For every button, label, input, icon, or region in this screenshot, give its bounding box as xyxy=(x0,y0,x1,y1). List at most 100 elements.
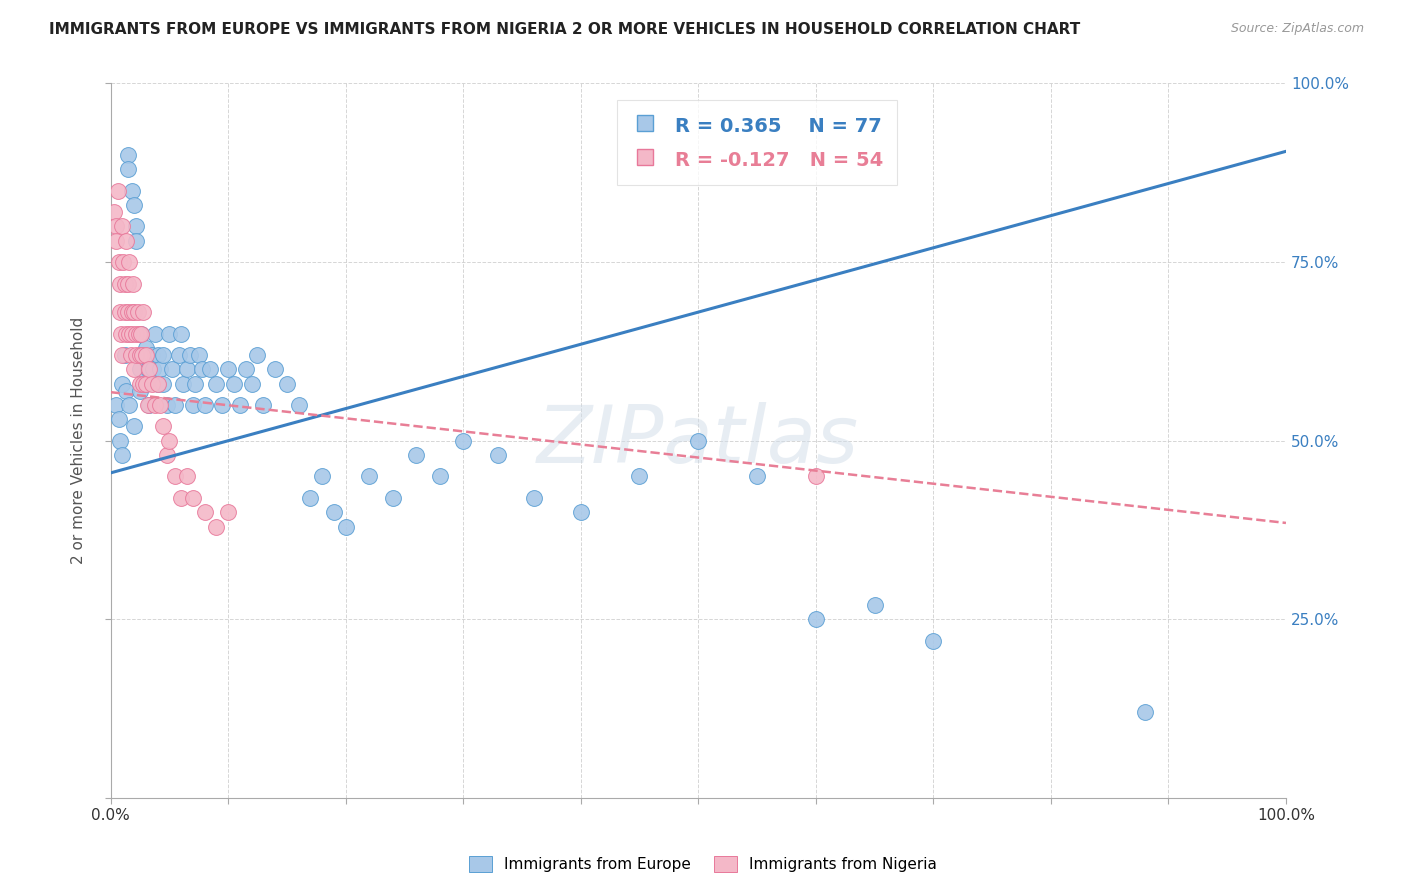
Point xyxy=(170,326,193,341)
Point xyxy=(117,162,139,177)
Point xyxy=(111,348,134,362)
Point xyxy=(217,362,239,376)
Point xyxy=(152,376,174,391)
Point xyxy=(107,255,129,269)
Point xyxy=(136,398,159,412)
Point xyxy=(569,505,592,519)
Point xyxy=(141,348,163,362)
Point xyxy=(149,362,172,376)
Point xyxy=(322,505,344,519)
Point xyxy=(128,326,150,341)
Point xyxy=(359,469,381,483)
Point xyxy=(451,434,474,448)
Point xyxy=(149,398,172,412)
Point xyxy=(129,376,152,391)
Point xyxy=(114,277,136,291)
Point xyxy=(222,376,245,391)
Point xyxy=(628,469,651,483)
Point xyxy=(146,348,169,362)
Point xyxy=(152,348,174,362)
Point xyxy=(131,348,153,362)
Point xyxy=(745,469,768,483)
Point xyxy=(804,469,827,483)
Point xyxy=(107,412,129,426)
Point xyxy=(114,305,136,319)
Point xyxy=(176,362,198,376)
Point xyxy=(165,398,187,412)
Point xyxy=(138,398,160,412)
Legend: Immigrants from Europe, Immigrants from Nigeria: Immigrants from Europe, Immigrants from … xyxy=(461,848,945,880)
Point xyxy=(135,376,157,391)
Point xyxy=(129,326,152,341)
Point xyxy=(135,348,157,362)
Point xyxy=(108,434,131,448)
Point xyxy=(146,376,169,391)
Point xyxy=(287,398,309,412)
Point xyxy=(127,305,149,319)
Point xyxy=(117,148,139,162)
Y-axis label: 2 or more Vehicles in Household: 2 or more Vehicles in Household xyxy=(72,318,86,565)
Point xyxy=(863,598,886,612)
Point xyxy=(118,398,141,412)
Point xyxy=(181,398,204,412)
Point xyxy=(276,376,298,391)
Point xyxy=(264,362,287,376)
Point xyxy=(105,219,128,234)
Point xyxy=(122,362,145,376)
Point xyxy=(105,398,128,412)
Point xyxy=(172,376,194,391)
Point xyxy=(191,362,214,376)
Point xyxy=(111,448,134,462)
Point xyxy=(184,376,207,391)
Point xyxy=(156,448,179,462)
Point xyxy=(194,398,217,412)
Point xyxy=(125,348,148,362)
Point xyxy=(194,505,217,519)
Point xyxy=(129,348,152,362)
Point xyxy=(211,398,233,412)
Point xyxy=(152,419,174,434)
Text: ZIPatlas: ZIPatlas xyxy=(537,401,859,480)
Point xyxy=(129,326,152,341)
Point xyxy=(121,305,143,319)
Point xyxy=(187,348,209,362)
Point xyxy=(108,277,131,291)
Point xyxy=(246,348,269,362)
Point xyxy=(114,326,136,341)
Point xyxy=(114,234,136,248)
Point xyxy=(122,305,145,319)
Point xyxy=(381,491,404,505)
Point xyxy=(252,398,274,412)
Point xyxy=(117,305,139,319)
Point xyxy=(176,469,198,483)
Point xyxy=(922,633,945,648)
Point xyxy=(132,305,155,319)
Point xyxy=(125,326,148,341)
Text: Source: ZipAtlas.com: Source: ZipAtlas.com xyxy=(1230,22,1364,36)
Point xyxy=(103,205,125,219)
Point xyxy=(299,491,322,505)
Point xyxy=(121,184,143,198)
Point xyxy=(217,505,239,519)
Point xyxy=(143,326,166,341)
Point xyxy=(114,384,136,398)
Point xyxy=(240,376,263,391)
Point xyxy=(229,398,252,412)
Point xyxy=(165,469,187,483)
Point xyxy=(181,491,204,505)
Point xyxy=(157,434,180,448)
Point xyxy=(122,419,145,434)
Text: IMMIGRANTS FROM EUROPE VS IMMIGRANTS FROM NIGERIA 2 OR MORE VEHICLES IN HOUSEHOL: IMMIGRANTS FROM EUROPE VS IMMIGRANTS FRO… xyxy=(49,22,1080,37)
Legend: R = 0.365    N = 77, R = -0.127   N = 54: R = 0.365 N = 77, R = -0.127 N = 54 xyxy=(617,100,897,185)
Point xyxy=(108,305,131,319)
Point xyxy=(112,255,135,269)
Point xyxy=(157,326,180,341)
Point xyxy=(114,348,136,362)
Point xyxy=(235,362,257,376)
Point xyxy=(122,198,145,212)
Point xyxy=(160,362,183,376)
Point xyxy=(132,348,155,362)
Point xyxy=(143,398,166,412)
Point xyxy=(111,376,134,391)
Point xyxy=(111,219,134,234)
